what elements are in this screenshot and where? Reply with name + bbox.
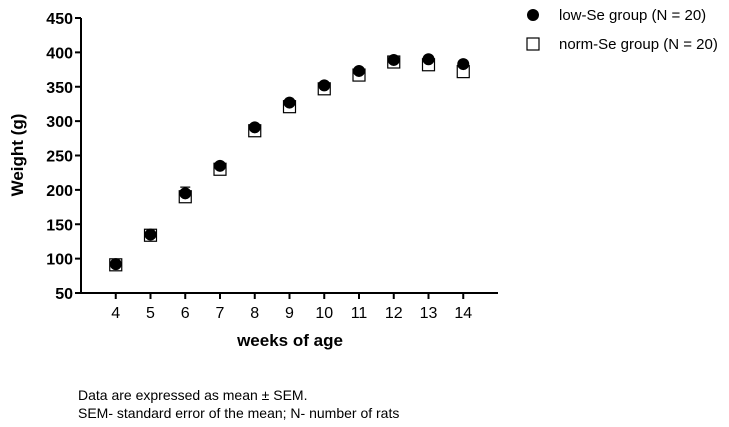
y-axis-ticks: 50 100 150 200 250 300 350 400 450 bbox=[46, 11, 81, 303]
low-se-point bbox=[387, 53, 400, 66]
legend: low-Se group (N = 20) norm-Se group (N =… bbox=[526, 7, 718, 53]
error-bars bbox=[110, 55, 469, 268]
low-se-point bbox=[422, 53, 435, 66]
legend-marker-low-se bbox=[527, 9, 539, 21]
x-tick-label: 6 bbox=[181, 305, 190, 322]
legend-marker-norm-se bbox=[526, 37, 540, 51]
x-tick-label: 13 bbox=[420, 305, 438, 322]
low-se-point bbox=[457, 58, 470, 71]
x-tick-label: 10 bbox=[315, 305, 333, 322]
x-tick-label: 5 bbox=[146, 305, 155, 322]
legend-label-low-se: low-Se group (N = 20) bbox=[559, 7, 706, 24]
low-se-point bbox=[109, 258, 122, 271]
y-tick-label: 350 bbox=[46, 80, 73, 97]
note-abbreviations: SEM- standard error of the mean; N- numb… bbox=[78, 405, 400, 421]
x-tick-label: 14 bbox=[454, 305, 472, 322]
x-axis-title: weeks of age bbox=[236, 331, 343, 350]
y-tick-label: 200 bbox=[46, 183, 73, 200]
x-axis-ticks: 4 5 6 7 8 9 10 11 12 13 14 bbox=[111, 293, 472, 322]
x-tick-label: 8 bbox=[250, 305, 259, 322]
y-tick-label: 150 bbox=[46, 217, 73, 234]
low-se-point bbox=[214, 159, 226, 172]
y-axis-title: Weight (g) bbox=[8, 114, 27, 197]
x-tick-label: 4 bbox=[111, 305, 120, 322]
axes bbox=[80, 18, 498, 294]
y-tick-label: 50 bbox=[55, 286, 73, 303]
x-tick-label: 12 bbox=[385, 305, 403, 322]
legend-label-norm-se: norm-Se group (N = 20) bbox=[559, 36, 718, 53]
low-se-point bbox=[248, 121, 261, 134]
low-se-point bbox=[318, 79, 331, 92]
y-tick-label: 100 bbox=[46, 252, 73, 269]
low-se-point bbox=[283, 96, 296, 109]
note-mean-sem: Data are expressed as mean ± SEM. bbox=[78, 387, 308, 403]
y-tick-label: 450 bbox=[46, 11, 73, 28]
low-se-point bbox=[353, 64, 365, 77]
x-tick-label: 7 bbox=[216, 305, 225, 322]
low-se-point bbox=[179, 187, 192, 200]
x-tick-label: 9 bbox=[285, 305, 294, 322]
y-tick-label: 300 bbox=[46, 114, 73, 131]
x-tick-label: 11 bbox=[351, 305, 368, 322]
data-marks bbox=[109, 53, 470, 272]
low-se-point bbox=[144, 228, 157, 241]
y-tick-label: 250 bbox=[46, 149, 73, 166]
y-tick-label: 400 bbox=[46, 45, 73, 62]
